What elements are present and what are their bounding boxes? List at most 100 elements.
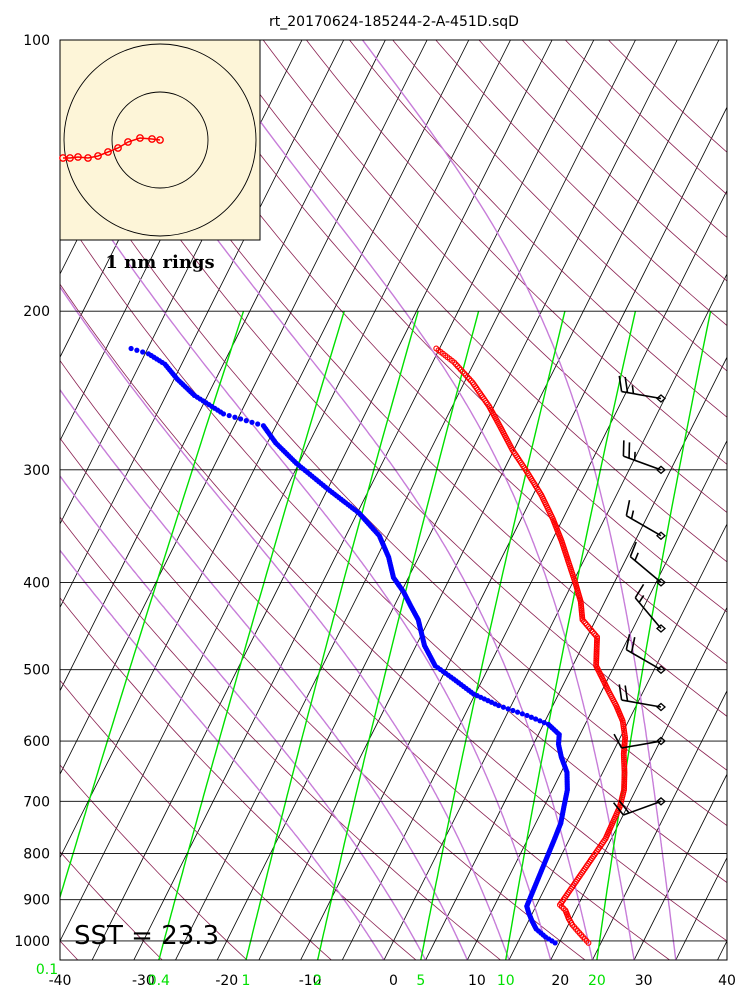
isotherm-line [60,40,470,859]
moist-adiabat-line [361,40,677,960]
dry-adiabat-line [219,40,727,563]
dewpoint-point [232,414,238,420]
wind-barb [618,375,666,403]
pressure-tick-label: 200 [23,304,50,320]
inset-track-point [148,135,156,143]
isotherm-line [383,273,727,960]
isotherm-line [633,773,727,960]
mixing-ratio-label: 1 [242,973,251,989]
dry-adiabat-line [521,40,727,238]
temperature-tick-label: 20 [551,973,569,989]
temperature-point [621,769,628,776]
dewpoint-point [134,347,140,353]
dry-adiabat-line [306,40,727,465]
isotherm-line [592,689,727,960]
mixing-ratio-label: 20 [588,973,606,989]
mixing-ratio-line [60,310,245,900]
wind-barb [612,796,666,816]
isotherm-line [216,40,678,960]
dewpoint-point [226,412,232,419]
dry-adiabat-line [392,40,727,372]
dewpoint-point [541,720,547,726]
pressure-axis: 100 200 300 400 500 600 700 800 900 1000 [14,33,50,950]
dewpoint-point [145,351,152,357]
isotherm-line [425,356,727,960]
temperature-tick-label: 10 [468,973,486,989]
mixing-ratio-line [596,311,712,960]
wind-barb [618,684,666,712]
temperature-point [621,756,627,763]
temperature-point [621,758,628,765]
temperature-tick-label: -40 [49,973,72,989]
isotherm-line [91,40,553,960]
isotherm-line [133,40,595,960]
inset-track-point [59,154,67,162]
temperature-point [621,763,628,770]
temperature-tick-label: -30 [132,973,155,989]
mixing-ratio-axis: 0.1 0.4 1 2 5 10 20 [36,962,606,989]
mixing-ratio-line [420,311,566,960]
pressure-tick-label: 800 [23,847,50,863]
moist-adiabat-line [81,40,594,960]
dewpoint-point [528,714,534,720]
moist-adiabat-line [60,388,468,960]
dry-adiabat-line [60,516,501,960]
dry-adiabat-line [435,40,727,327]
isotherm-line [175,40,636,960]
mixing-ratio-label: 5 [416,973,425,989]
inset-track-point [114,144,122,152]
isotherm-line [60,40,428,776]
wind-barb [613,733,666,749]
isotherm-line [466,439,727,960]
dewpoint-point [237,416,244,422]
inset-track-point [104,148,112,156]
dry-adiabat-line [176,40,727,613]
mixing-ratio-label: 10 [497,973,515,989]
pressure-tick-label: 500 [23,663,50,679]
inset-track-point [94,152,102,160]
wind-barb [629,541,666,587]
temperature-point [433,345,440,352]
dewpoint-point [249,419,255,425]
inset-ring-outer [63,43,257,237]
dry-adiabat-line [60,764,248,960]
mixing-ratio-label: 0.1 [36,962,58,978]
temperature-point [620,754,627,761]
dewpoint-point [533,716,539,722]
isotherm-line [60,40,386,692]
temperature-tick-label: 0 [389,973,398,989]
dry-adiabat-line [565,40,727,196]
dry-adiabat-line [60,208,727,884]
temperature-tick-label: 40 [718,973,736,989]
dewpoint-point [128,345,134,352]
dry-adiabat-line [60,359,670,960]
pressure-tick-label: 400 [23,575,50,591]
data-layer [128,345,629,946]
isotherm-line [60,40,511,942]
moist-adiabat-line [60,474,427,960]
pressure-tick-label: 300 [23,463,50,479]
dry-adiabat-line [60,597,417,960]
temperature-point [621,767,628,774]
mixing-ratio-label: 2 [313,973,322,989]
isotherm-line [508,523,727,960]
dewpoint-point [505,706,511,712]
dewpoint-point [545,721,552,727]
dewpoint-point [510,707,516,714]
wind-barb [625,500,666,541]
pressure-tick-label: 100 [23,33,50,49]
dewpoint-point [243,418,249,424]
temperature-point [621,760,628,767]
mixing-ratio-line [158,310,345,960]
dewpoint-point [537,718,543,724]
dry-adiabat-line [60,283,727,942]
wind-barb [622,440,666,475]
dewpoint-point [515,709,521,715]
moist-adiabat-line [60,549,385,960]
plot-frame [59,39,728,961]
temperature-point [621,765,628,772]
isotherm-line [550,606,727,960]
pressure-tick-label: 700 [23,794,50,810]
dewpoint-point [260,423,267,429]
